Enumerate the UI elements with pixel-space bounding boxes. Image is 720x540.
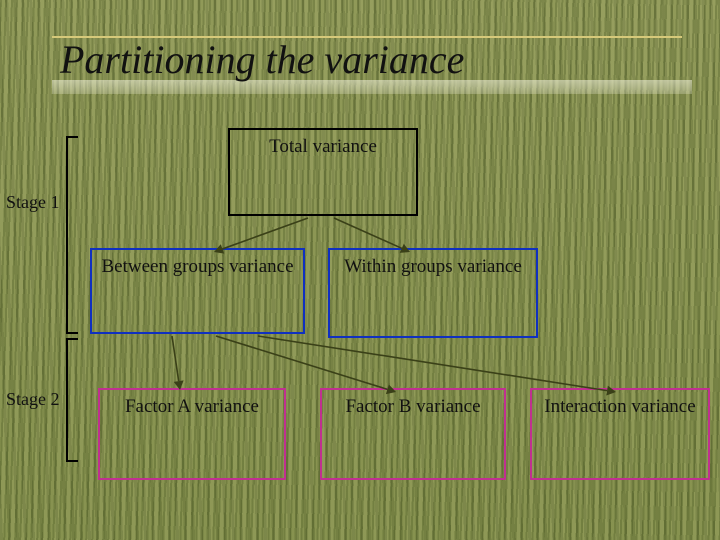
box-label: Within groups variance <box>344 256 522 277</box>
box-factor-a: Factor A variance <box>98 388 286 480</box>
box-label: Total variance <box>269 136 377 157</box>
box-interaction: Interaction variance <box>530 388 710 480</box>
stage-1-label: Stage 1 <box>6 192 60 213</box>
box-between-groups: Between groups variance <box>90 248 305 334</box>
box-label: Factor B variance <box>345 396 480 417</box>
stage-1-bracket <box>66 136 68 334</box>
box-label: Factor A variance <box>125 396 259 417</box>
page-title: Partitioning the variance <box>60 36 464 83</box>
title-underline <box>52 36 682 38</box>
box-within-groups: Within groups variance <box>328 248 538 338</box>
stage-2-label: Stage 2 <box>6 389 60 410</box>
box-label: Between groups variance <box>101 256 293 277</box>
box-total-variance: Total variance <box>228 128 418 216</box>
box-label: Interaction variance <box>544 396 695 417</box>
box-factor-b: Factor B variance <box>320 388 506 480</box>
stage-2-bracket <box>66 338 68 462</box>
